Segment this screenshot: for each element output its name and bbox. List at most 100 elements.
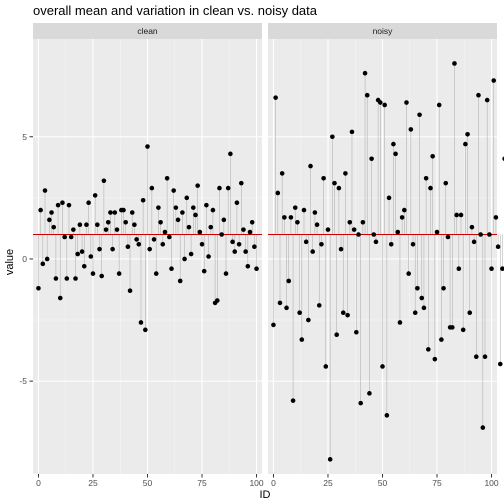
strip-label: noisy [373, 26, 394, 36]
data-point [55, 202, 61, 208]
data-point [182, 256, 187, 262]
data-point [286, 278, 292, 284]
data-point [247, 229, 253, 235]
data-point [388, 241, 394, 247]
data-point [177, 278, 183, 284]
data-point [223, 271, 229, 276]
data-point [340, 310, 346, 316]
data-point [452, 61, 457, 66]
data-point [71, 227, 76, 232]
data-point [232, 249, 238, 254]
data-point [426, 347, 431, 352]
data-point [175, 217, 181, 223]
data-point [173, 205, 179, 210]
data-point [228, 151, 233, 157]
data-point [491, 78, 497, 83]
data-point [441, 285, 446, 291]
x-tick-label: 0 [36, 478, 41, 488]
data-point [204, 202, 209, 208]
data-point [44, 256, 50, 262]
data-point [90, 271, 96, 276]
y-tick-label: 0 [22, 254, 27, 264]
data-point [299, 337, 305, 342]
data-point [114, 227, 120, 232]
data-point [230, 239, 235, 245]
y-axis-title: value [4, 249, 16, 275]
data-point [290, 398, 296, 403]
data-point [306, 317, 311, 323]
data-point [445, 234, 451, 240]
data-point [214, 298, 220, 303]
data-point [316, 303, 322, 308]
facet-panel-noisy: noisy 0 25 50 75 100 [268, 23, 504, 488]
data-point [127, 288, 133, 294]
x-tick-label: 50 [143, 478, 153, 488]
data-point [88, 254, 94, 259]
data-point [386, 195, 392, 201]
data-point [252, 244, 257, 250]
data-point [180, 210, 185, 215]
data-point [221, 217, 227, 223]
data-point [489, 266, 494, 272]
data-point [40, 261, 46, 267]
data-point [147, 246, 152, 252]
data-point [467, 310, 473, 316]
data-point [73, 276, 78, 281]
data-point [415, 285, 420, 291]
data-point [197, 229, 203, 235]
data-point [75, 251, 81, 257]
data-point [277, 300, 283, 306]
data-point [95, 222, 100, 228]
data-point [430, 154, 435, 159]
data-point [434, 229, 440, 235]
facet-panel-clean: clean 0 25 50 75 100 [33, 23, 264, 488]
data-point [439, 337, 444, 342]
data-point [347, 219, 353, 225]
data-point [236, 241, 242, 247]
data-point [432, 356, 438, 362]
data-point [125, 244, 131, 250]
x-tick-label: 25 [88, 478, 98, 488]
data-point [153, 271, 159, 276]
x-tick-label: 50 [378, 478, 388, 488]
data-point [458, 212, 464, 218]
data-point [201, 268, 207, 274]
data-point [478, 232, 483, 237]
data-point [436, 102, 442, 108]
data-point [369, 156, 374, 162]
data-point [480, 425, 486, 430]
data-point [358, 400, 363, 406]
data-point [303, 239, 309, 245]
data-point [171, 188, 176, 193]
data-point [68, 234, 74, 240]
data-point [186, 224, 192, 230]
data-point [136, 241, 142, 247]
data-point [271, 322, 276, 328]
data-point [282, 215, 287, 220]
data-point [145, 144, 150, 149]
data-point [406, 271, 411, 276]
data-point [140, 197, 146, 203]
data-point [164, 175, 170, 181]
strip-label: clean [137, 26, 158, 36]
data-point [105, 219, 111, 225]
data-point [49, 210, 54, 215]
data-point [493, 215, 499, 220]
data-point [138, 320, 144, 325]
y-axis: -5 0 5 [19, 132, 33, 386]
data-point [334, 332, 340, 338]
data-point [456, 266, 462, 272]
data-point [408, 127, 414, 132]
data-point [399, 215, 405, 220]
data-point [195, 183, 200, 188]
data-point [238, 180, 244, 186]
data-point [367, 391, 372, 396]
data-point [79, 249, 85, 254]
x-tick-label: 75 [432, 478, 442, 488]
data-point [149, 185, 155, 191]
data-point [184, 195, 190, 201]
data-point [349, 129, 355, 135]
data-point [397, 320, 403, 325]
data-point [169, 266, 174, 272]
